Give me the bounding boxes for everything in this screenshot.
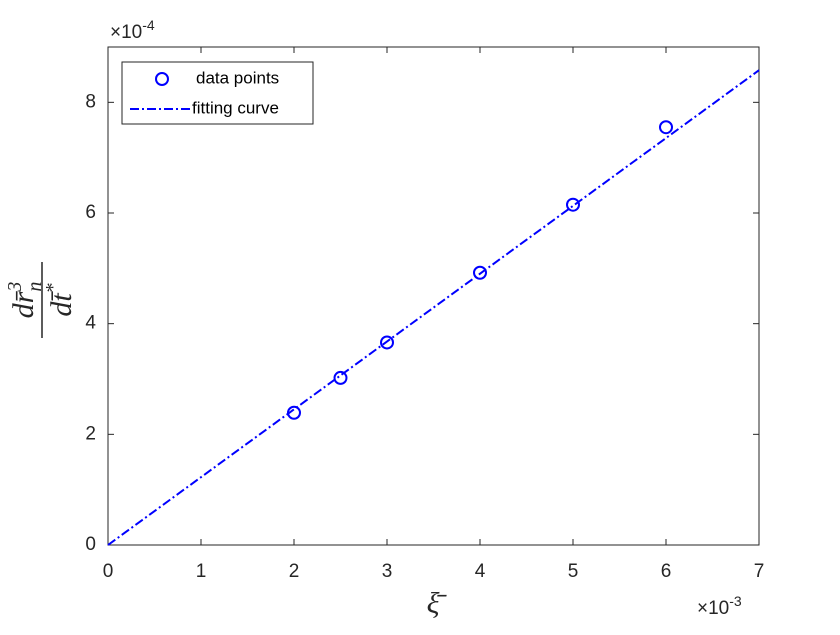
data-point [659, 120, 673, 135]
legend-box [121, 61, 314, 125]
axes-box [107, 46, 760, 546]
y-tick-label: 4 [85, 313, 96, 334]
x-tick-label: 3 [382, 561, 393, 582]
fit-line [107, 69, 760, 546]
y-tick-label: 2 [85, 423, 96, 444]
y-tick-label: 6 [85, 202, 96, 223]
x-tick-label: 7 [754, 561, 765, 582]
y-axis-label: dr̄3n dt̄* [4, 262, 78, 338]
x-axis-label: ξ̄ [427, 587, 448, 620]
data-point [473, 265, 487, 280]
y-label-numerator: dr̄3n [4, 282, 46, 319]
data-point [380, 335, 394, 350]
x-tick-label: 1 [196, 561, 207, 582]
legend-label: fitting curve [192, 98, 279, 117]
legend-label: data points [196, 68, 279, 87]
x-tick-label: 2 [289, 561, 300, 582]
y-tick-label: 0 [85, 534, 96, 555]
x-tick-label: 6 [661, 561, 672, 582]
data-point [333, 370, 348, 385]
y-label-denominator: dt̄* [42, 283, 78, 316]
x-tick-label: 4 [475, 561, 486, 582]
data-point [566, 197, 580, 212]
x-tick-label: 5 [568, 561, 579, 582]
legend-marker [155, 72, 169, 86]
legend: data points fitting curve [121, 61, 314, 125]
y-multiplier: ×10-4 [110, 17, 155, 43]
x-multiplier: ×10-3 [697, 593, 742, 619]
x-tick-label: 0 [103, 561, 114, 582]
y-tick-label: 8 [85, 91, 96, 112]
